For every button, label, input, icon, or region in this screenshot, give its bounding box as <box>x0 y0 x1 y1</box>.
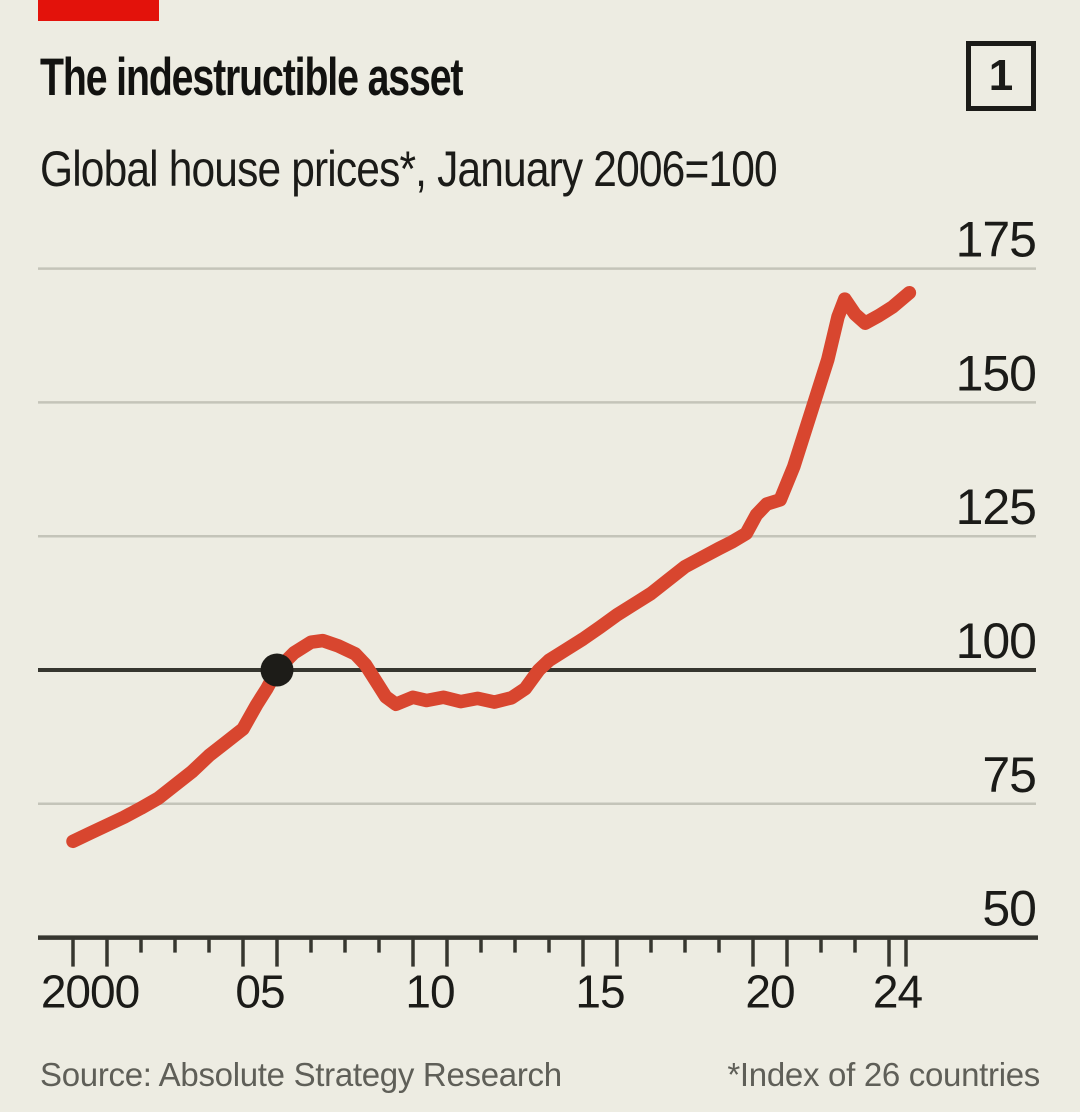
y-axis-label: 150 <box>956 345 1036 401</box>
footnote-text: *Index of 26 countries <box>727 1056 1040 1093</box>
x-axis-label: 15 <box>575 966 624 1018</box>
x-axis-label: 20 <box>745 966 794 1018</box>
source-text: Source: Absolute Strategy Research <box>40 1056 562 1093</box>
chart-footer: Source: Absolute Strategy Research *Inde… <box>40 1056 1040 1094</box>
chart-number-text: 1 <box>988 51 1014 100</box>
y-axis-label: 100 <box>956 613 1036 669</box>
x-axis-label: 24 <box>873 966 923 1018</box>
jan-2006-marker-dot <box>260 653 294 687</box>
y-axis-label: 175 <box>956 212 1036 268</box>
x-axis-label: 2000 <box>41 966 139 1018</box>
house-price-line <box>66 285 917 849</box>
x-axis-label: 10 <box>405 966 454 1018</box>
y-axis-label: 50 <box>982 881 1036 937</box>
y-axis-label: 75 <box>982 747 1036 803</box>
chart-number-badge: 1 <box>966 41 1036 111</box>
y-axis-label: 125 <box>956 479 1036 535</box>
chart-subtitle: Global house prices*, January 2006=100 <box>40 141 778 197</box>
chart-title: The indestructible asset <box>40 48 463 107</box>
economist-red-tab <box>38 0 159 21</box>
x-axis-label: 05 <box>235 966 284 1018</box>
